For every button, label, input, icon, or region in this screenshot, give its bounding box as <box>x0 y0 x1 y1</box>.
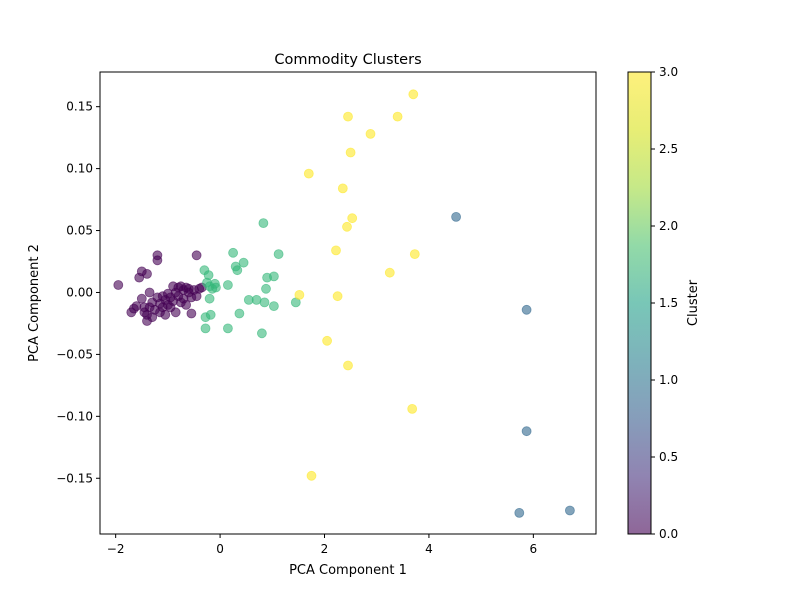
data-point <box>144 287 155 298</box>
data-point <box>273 249 284 260</box>
data-point <box>191 250 202 261</box>
data-point <box>294 289 305 300</box>
y-axis-label: PCA Component 2 <box>27 244 42 362</box>
data-point <box>303 168 314 179</box>
colorbar-tick-label: 1.5 <box>659 296 678 310</box>
data-point <box>256 328 267 339</box>
data-point <box>322 335 333 346</box>
data-point <box>332 291 343 302</box>
data-point <box>384 267 395 278</box>
y-tick-label: 0.05 <box>66 224 93 238</box>
colorbar-tick-label: 2.0 <box>659 219 678 233</box>
data-point <box>142 268 152 279</box>
colorbar <box>627 71 652 535</box>
x-tick-label: −2 <box>107 542 125 556</box>
y-tick-label: 0.15 <box>66 100 93 114</box>
data-point <box>306 470 317 481</box>
data-point <box>160 309 171 320</box>
data-point <box>337 183 348 194</box>
data-point <box>261 283 271 294</box>
data-point <box>268 271 279 282</box>
data-point <box>347 213 358 224</box>
data-point <box>514 508 525 518</box>
plot-frame <box>99 71 597 535</box>
colorbar-tick-label: 0.0 <box>659 527 678 541</box>
data-point <box>205 309 216 320</box>
data-point <box>234 308 245 319</box>
data-point <box>343 111 353 122</box>
data-point <box>342 221 352 232</box>
data-point <box>565 505 575 516</box>
y-tick-label: 0.00 <box>66 285 93 299</box>
x-tick-label: 6 <box>530 542 538 556</box>
data-point <box>365 128 376 139</box>
data-point <box>259 297 270 308</box>
x-tick-label: 2 <box>321 542 329 556</box>
colorbar-tick-label: 3.0 <box>659 65 678 79</box>
data-point <box>200 323 211 334</box>
data-points <box>113 89 575 518</box>
data-point <box>113 280 124 290</box>
data-point <box>268 301 279 312</box>
data-point <box>222 323 233 334</box>
data-point <box>232 265 243 276</box>
colorbar-tick-label: 2.5 <box>659 142 678 156</box>
data-point <box>258 218 269 229</box>
y-axis-ticks: −0.15 −0.10 −0.05 0.00 0.05 0.10 0.15 <box>56 100 100 485</box>
colorbar-tick-label: 1.0 <box>659 373 678 387</box>
data-point <box>204 293 215 304</box>
data-point <box>203 270 214 281</box>
y-tick-label: 0.10 <box>66 162 93 176</box>
data-point <box>521 426 532 437</box>
data-point <box>451 211 462 222</box>
data-point <box>228 247 239 258</box>
x-axis-label: PCA Component 1 <box>289 563 407 578</box>
data-point <box>331 245 341 256</box>
colorbar-tick-label: 0.5 <box>659 450 678 464</box>
data-point <box>392 111 403 122</box>
data-point <box>343 360 353 371</box>
x-tick-label: 4 <box>425 542 433 556</box>
data-point <box>521 304 532 315</box>
data-point <box>408 89 419 100</box>
chart-title: Commodity Clusters <box>274 52 421 68</box>
data-point <box>407 403 418 414</box>
y-tick-label: −0.05 <box>56 347 93 361</box>
x-axis-ticks: −2 0 2 4 6 <box>107 534 537 556</box>
data-point <box>222 280 233 290</box>
data-point <box>210 282 221 293</box>
y-tick-label: −0.10 <box>56 409 93 423</box>
colorbar-ticks: 0.0 0.5 1.0 1.5 2.0 2.5 3.0 <box>651 65 678 541</box>
data-point <box>238 257 249 268</box>
data-point <box>136 293 147 304</box>
data-point <box>152 255 163 266</box>
y-tick-label: −0.15 <box>56 471 93 485</box>
data-point <box>186 308 197 319</box>
x-tick-label: 0 <box>216 542 224 556</box>
data-point <box>170 307 181 318</box>
data-point <box>345 147 356 158</box>
data-point <box>409 249 420 260</box>
colorbar-label: Cluster <box>686 279 701 326</box>
data-point <box>181 299 192 310</box>
